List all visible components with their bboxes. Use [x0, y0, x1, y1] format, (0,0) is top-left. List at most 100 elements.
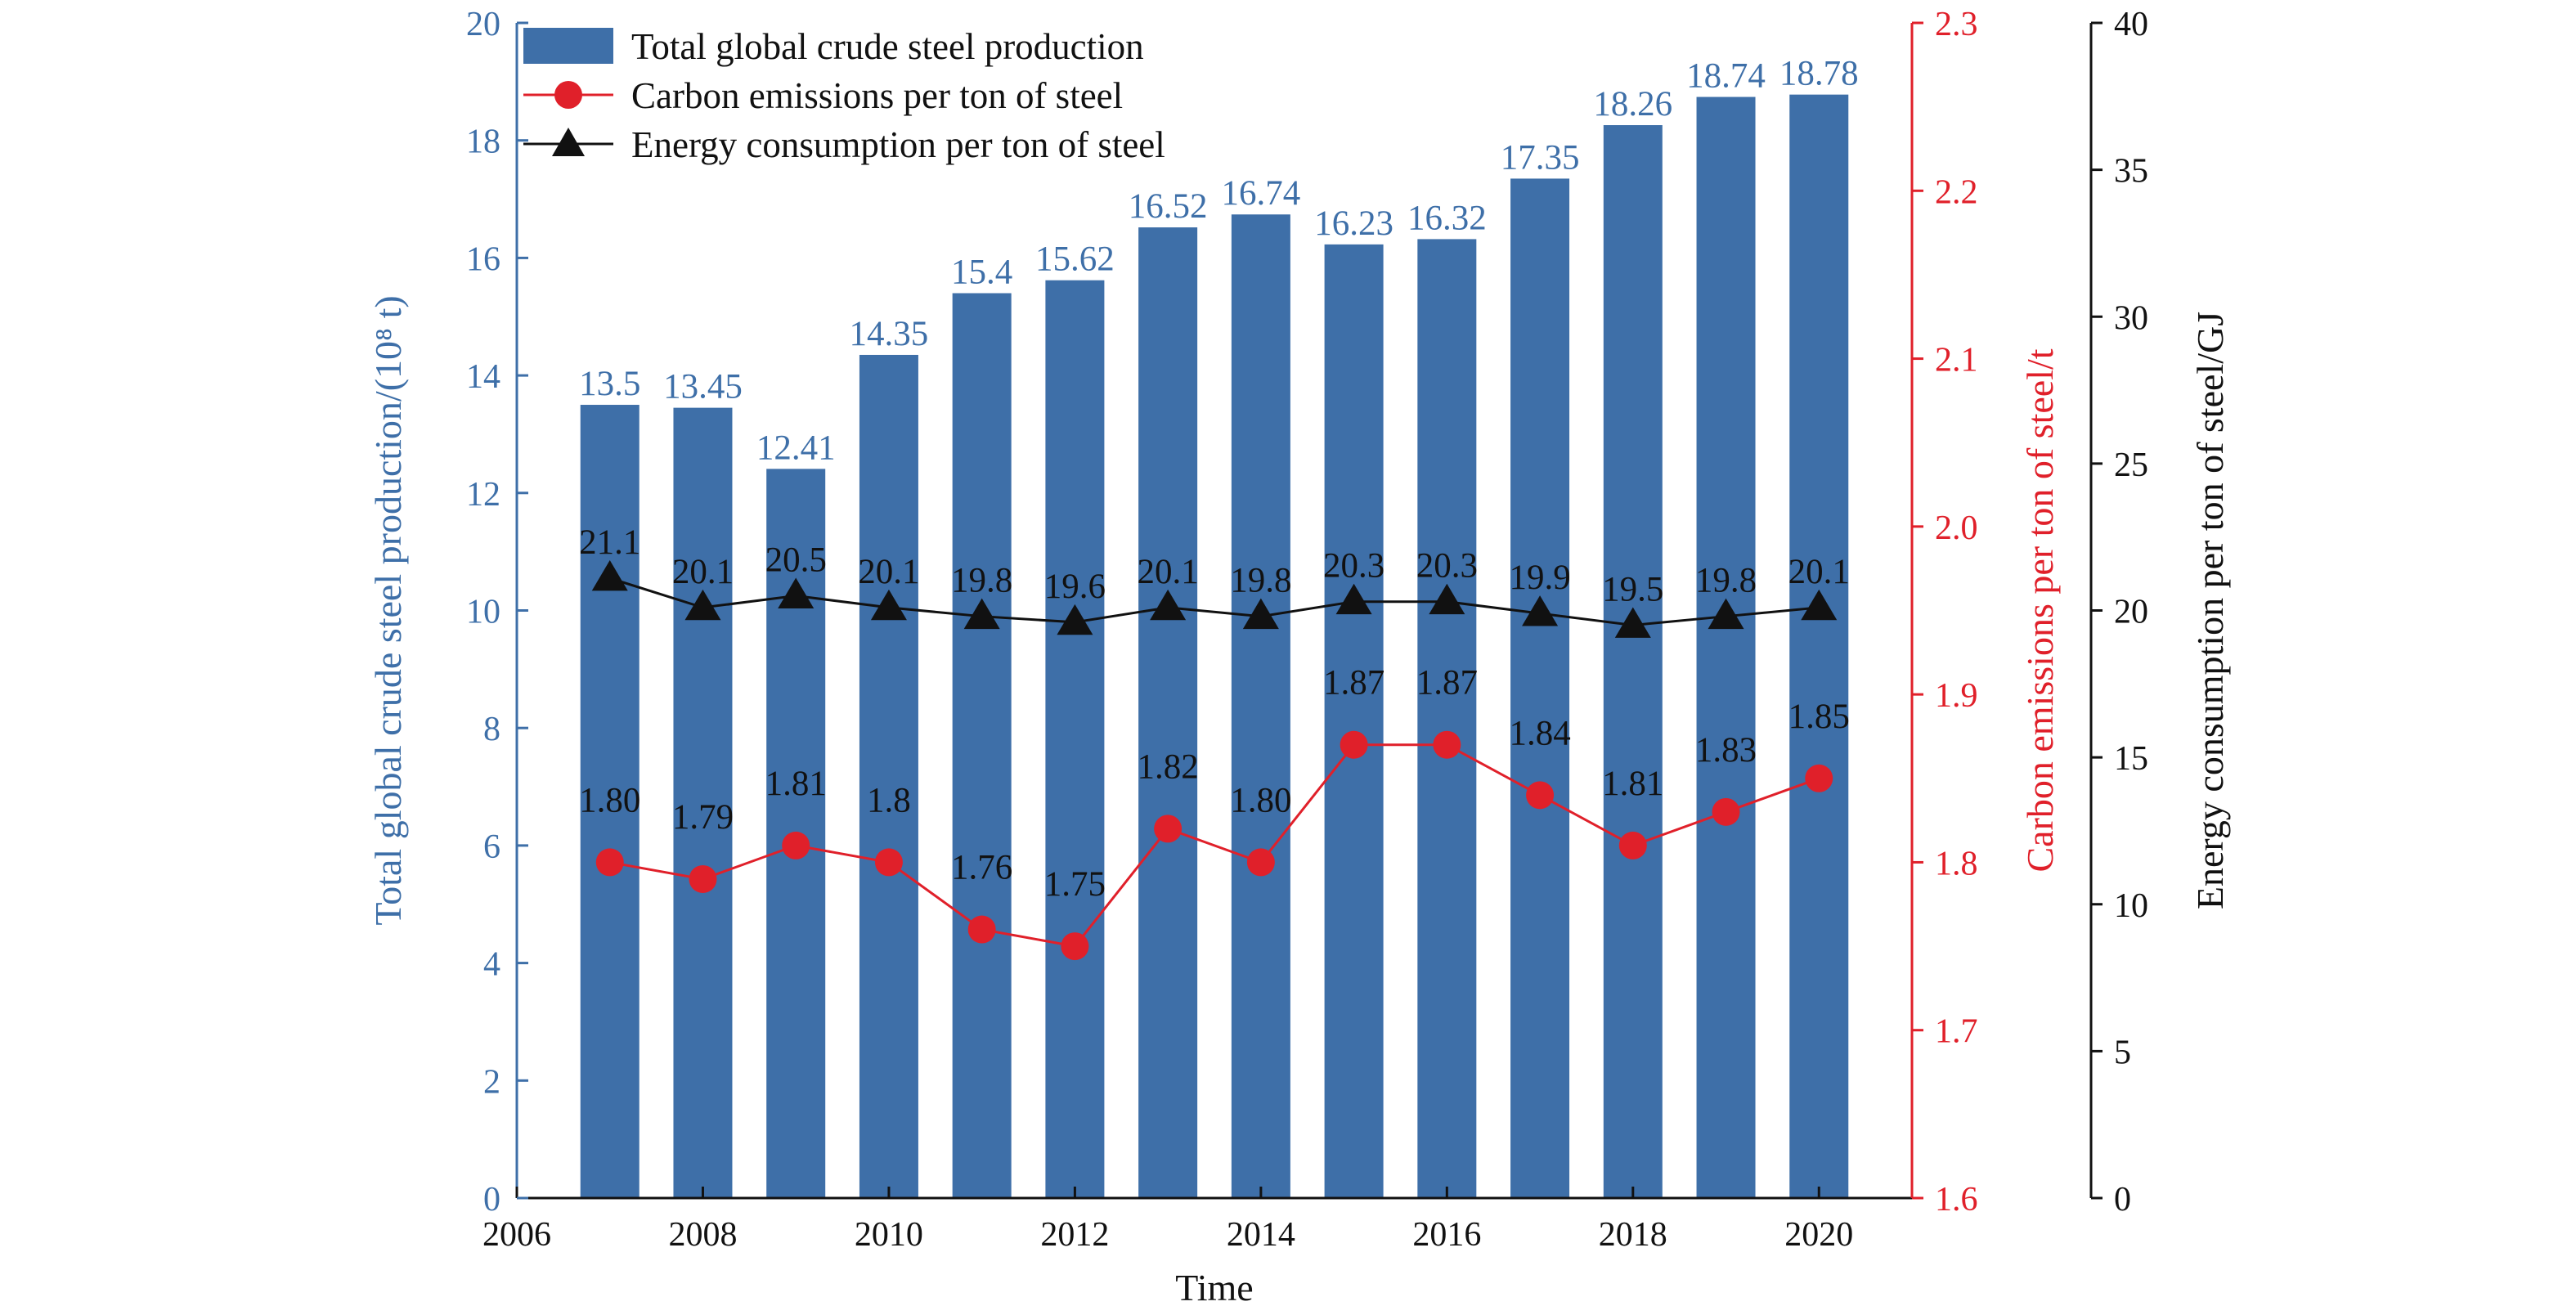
- bar-value-label-2014: 16.74: [1221, 174, 1300, 213]
- right-outer-tick-label-5: 5: [2114, 1034, 2131, 1071]
- carbon-marker-2008: [689, 864, 717, 893]
- carbon-marker-2009: [782, 831, 810, 859]
- right-outer-tick-label-15: 15: [2114, 740, 2148, 778]
- x-tick-label-2020: 2020: [1784, 1216, 1853, 1254]
- x-tick-label-2010: 2010: [855, 1216, 923, 1254]
- carbon-marker-2020: [1805, 764, 1833, 792]
- bar-value-label-2011: 15.4: [951, 254, 1012, 292]
- right-outer-tick-label-0: 0: [2114, 1181, 2131, 1219]
- right-inner-tick-label-1.8: 1.8: [1935, 845, 1978, 882]
- bar-value-label-2019: 18.74: [1686, 57, 1766, 96]
- bar-value-label-2018: 18.26: [1593, 85, 1672, 123]
- energy-value-label-2020: 20.1: [1788, 553, 1850, 591]
- x-axis-title: Time: [1175, 1267, 1253, 1308]
- carbon-value-label-2008: 1.79: [672, 798, 734, 837]
- carbon-marker-2014: [1246, 848, 1275, 877]
- bar-value-label-2015: 16.23: [1314, 204, 1393, 243]
- energy-line: [609, 577, 1820, 626]
- right-inner-tick-label-1.6: 1.6: [1935, 1181, 1978, 1219]
- carbon-marker-2017: [1526, 781, 1555, 810]
- right-outer-tick-label-20: 20: [2114, 594, 2148, 631]
- carbon-value-label-2009: 1.81: [765, 765, 827, 803]
- left-tick-label-4: 4: [483, 946, 500, 984]
- bar-production-2012: [1045, 280, 1105, 1198]
- carbon-marker-2016: [1433, 730, 1461, 759]
- energy-marker-2015: [1335, 583, 1372, 615]
- energy-value-label-2014: 19.8: [1230, 562, 1291, 600]
- right-inner-tick-label-1.9: 1.9: [1935, 677, 1978, 715]
- energy-value-label-2013: 20.1: [1138, 553, 1199, 591]
- energy-marker-2018: [1614, 607, 1651, 638]
- carbon-value-label-2011: 1.76: [951, 849, 1012, 887]
- energy-marker-2009: [778, 577, 815, 608]
- energy-value-label-2010: 20.1: [858, 553, 919, 591]
- left-tick-label-8: 8: [483, 711, 500, 748]
- left-tick-label-18: 18: [466, 123, 500, 161]
- carbon-value-label-2010: 1.8: [867, 781, 911, 819]
- left-tick-label-2: 2: [483, 1063, 500, 1101]
- carbon-marker-2013: [1154, 815, 1183, 843]
- energy-marker-2020: [1801, 589, 1838, 621]
- energy-value-label-2015: 20.3: [1323, 547, 1384, 586]
- left-tick-label-14: 14: [466, 358, 500, 396]
- bar-production-2010: [859, 354, 918, 1198]
- energy-value-label-2012: 19.6: [1044, 568, 1106, 606]
- left-axis-title: Total global crude steel production/(10⁸…: [367, 295, 409, 925]
- energy-marker-2017: [1522, 595, 1559, 626]
- right-outer-tick-label-30: 30: [2114, 299, 2148, 337]
- carbon-value-label-2007: 1.80: [579, 781, 640, 819]
- bar-production-2017: [1510, 178, 1570, 1199]
- carbon-value-label-2013: 1.82: [1138, 747, 1199, 786]
- carbon-value-label-2020: 1.85: [1788, 698, 1850, 736]
- bar-production-2019: [1696, 96, 1756, 1198]
- carbon-marker-2012: [1061, 932, 1089, 961]
- x-tick-label-2018: 2018: [1599, 1216, 1667, 1254]
- bar-production-2013: [1138, 227, 1198, 1199]
- right-outer-axis-title: Energy consumption per ton of steel/GJ: [2189, 312, 2231, 909]
- energy-marker-2019: [1708, 598, 1744, 630]
- bar-production-2020: [1789, 94, 1849, 1199]
- right-outer-tick-label-25: 25: [2114, 447, 2148, 484]
- legend-label-carbon: Carbon emissions per ton of steel: [631, 75, 1123, 116]
- energy-value-label-2019: 19.8: [1695, 562, 1757, 600]
- right-inner-axis-title: Carbon emissions per ton of steel/t: [2019, 348, 2061, 872]
- right-inner-tick-label-2.3: 2.3: [1935, 6, 1978, 43]
- carbon-value-label-2017: 1.84: [1509, 714, 1570, 752]
- left-tick-label-6: 6: [483, 828, 500, 866]
- right-inner-tick-label-1.7: 1.7: [1935, 1013, 1978, 1051]
- left-tick-label-0: 0: [483, 1181, 500, 1219]
- carbon-value-label-2015: 1.87: [1323, 664, 1384, 702]
- carbon-marker-2018: [1618, 831, 1647, 859]
- carbon-marker-2019: [1712, 797, 1740, 826]
- x-tick-label-2008: 2008: [668, 1216, 737, 1254]
- energy-marker-2013: [1150, 589, 1187, 621]
- x-tick-label-2016: 2016: [1412, 1216, 1481, 1254]
- bar-value-label-2008: 13.45: [663, 368, 743, 406]
- energy-value-label-2008: 20.1: [672, 553, 734, 591]
- carbon-line: [609, 743, 1820, 948]
- right-outer-tick-label-10: 10: [2114, 887, 2148, 925]
- bar-value-label-2016: 16.32: [1407, 199, 1487, 237]
- carbon-value-label-2019: 1.83: [1695, 731, 1757, 770]
- bar-value-label-2020: 18.78: [1779, 55, 1859, 93]
- energy-marker-2011: [963, 598, 1000, 630]
- bar-value-label-2009: 12.41: [756, 429, 836, 467]
- bar-production-2008: [673, 407, 733, 1198]
- carbon-marker-2007: [595, 848, 624, 877]
- carbon-marker-2010: [874, 848, 903, 877]
- legend-marker-energy: [552, 128, 585, 156]
- bar-value-label-2010: 14.35: [850, 315, 929, 353]
- legend-label-energy: Energy consumption per ton of steel: [631, 124, 1165, 165]
- energy-marker-2016: [1429, 583, 1465, 615]
- bar-value-label-2013: 16.52: [1129, 187, 1208, 226]
- carbon-value-label-2012: 1.75: [1044, 865, 1106, 904]
- right-inner-tick-label-2.1: 2.1: [1935, 342, 1978, 379]
- right-outer-tick-label-40: 40: [2114, 6, 2148, 43]
- right-inner-tick-label-2.0: 2.0: [1935, 509, 1978, 547]
- x-tick-label-2012: 2012: [1040, 1216, 1109, 1254]
- left-tick-label-16: 16: [466, 240, 500, 278]
- bar-value-label-2007: 13.5: [579, 365, 640, 403]
- bar-production-2011: [952, 293, 1012, 1198]
